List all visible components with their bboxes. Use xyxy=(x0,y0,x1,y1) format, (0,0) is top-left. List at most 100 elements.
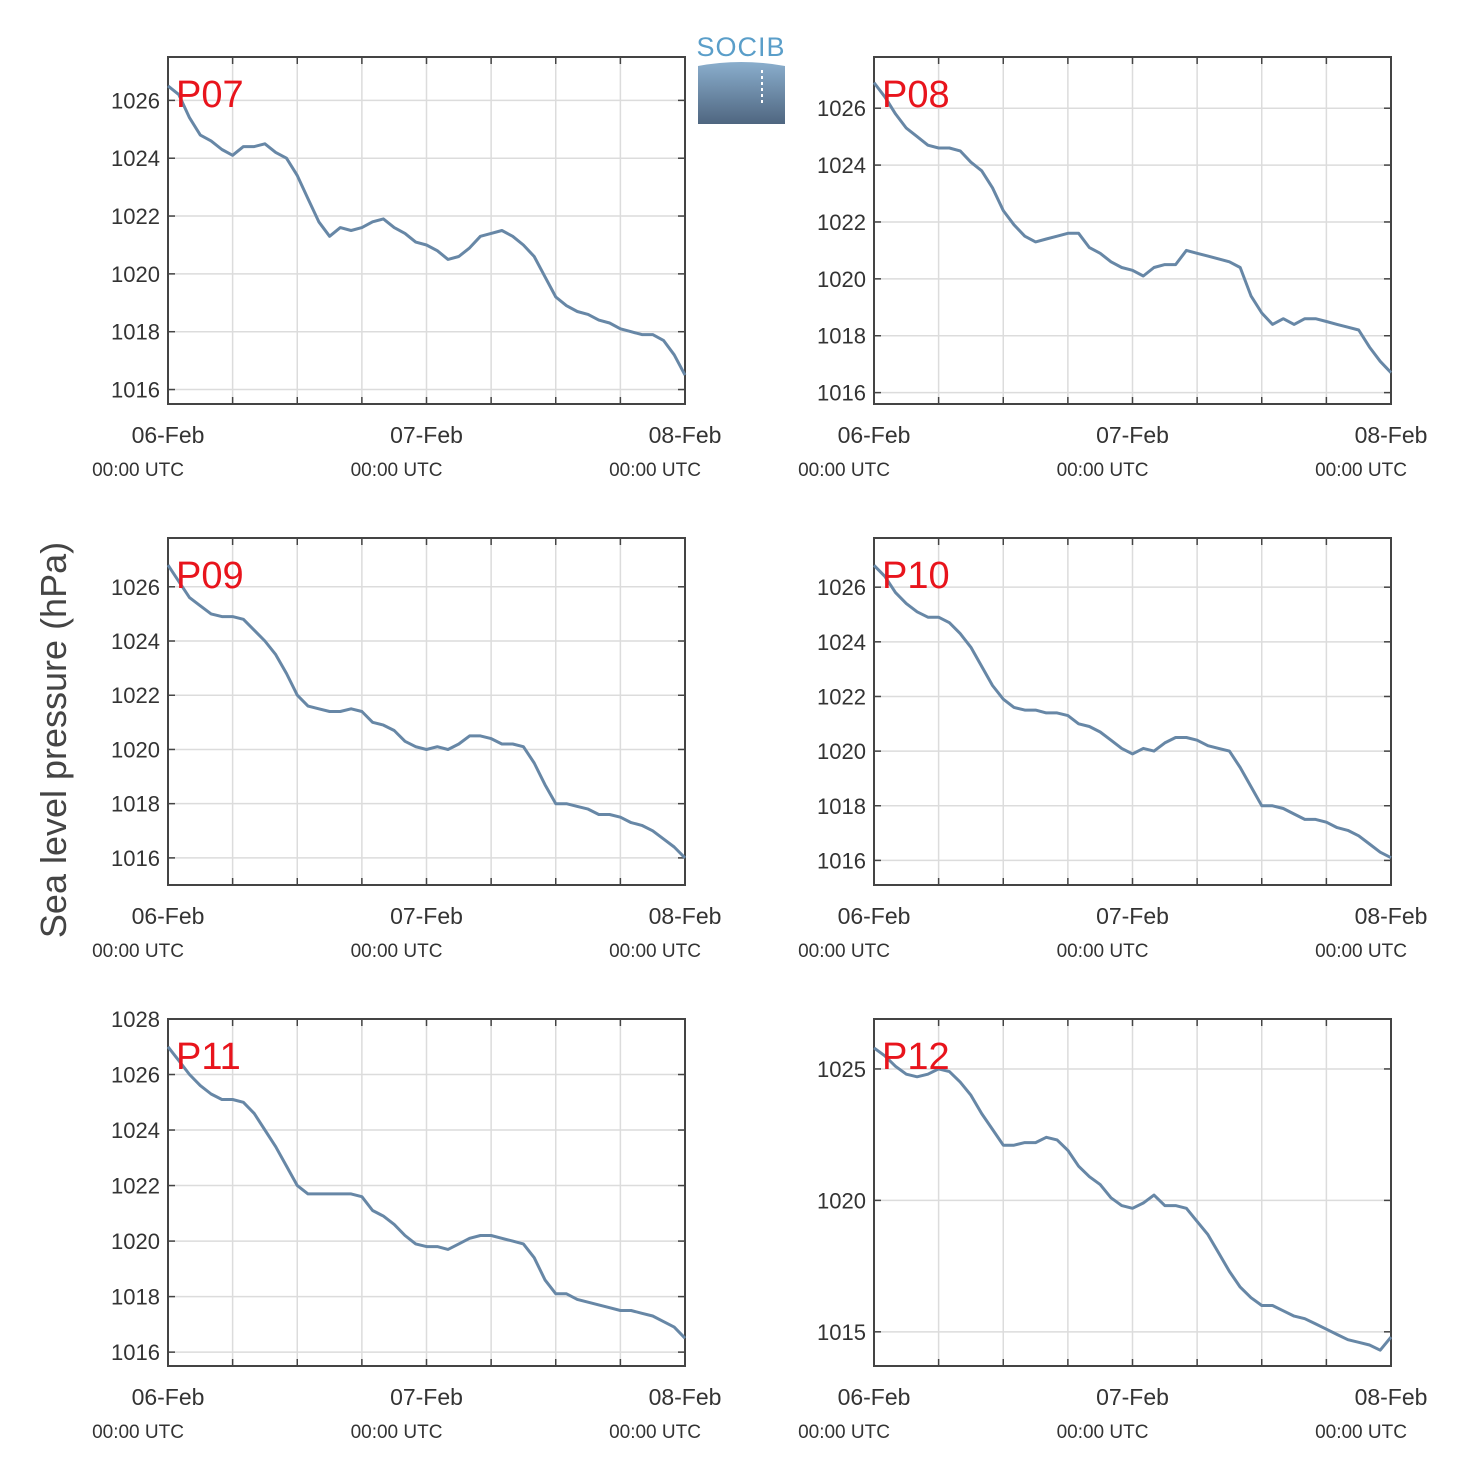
panels: 1016 1018 1020 1022 1024 1026 P07 06-Feb 00:00 U… xyxy=(92,56,1428,1443)
y-tick-label: 1016 xyxy=(817,848,866,873)
panel-p12: 1015 1020 1025 P12 06-Feb 00:00 UTC 07-Feb 00:0… xyxy=(798,1018,1428,1443)
series-line-p12 xyxy=(873,1046,1393,1352)
y-tick-label: 1028 xyxy=(111,1007,160,1032)
panel-label: P11 xyxy=(176,1036,241,1078)
x-tick-time-label: 00:00 UTC xyxy=(609,460,701,481)
logo-wave-icon xyxy=(698,62,785,124)
panel-p09: 1016 1018 1020 1022 1024 1026 P09 06-Feb 00:00 U… xyxy=(92,537,722,962)
panel-p08: 1016 1018 1020 1022 1024 1026 P08 06-Feb 00:00 U… xyxy=(798,56,1428,481)
x-tick-date-label: 08-Feb xyxy=(1355,1384,1428,1410)
y-tick-label: 1020 xyxy=(111,737,160,762)
logo-text: SOCIB xyxy=(696,32,785,62)
x-tick-date-label: 07-Feb xyxy=(1096,422,1169,448)
x-tick-time-label: 00:00 UTC xyxy=(92,460,184,481)
y-tick-label: 1020 xyxy=(111,1229,160,1254)
x-tick-time-label: 00:00 UTC xyxy=(92,1422,184,1443)
x-tick-date-label: 07-Feb xyxy=(1096,903,1169,929)
plot-frame xyxy=(167,537,686,886)
y-tick-label: 1020 xyxy=(817,739,866,764)
series-line-p08 xyxy=(872,81,1393,374)
panel-p10: 1016 1018 1020 1022 1024 1026 P10 06-Feb 00:00 U… xyxy=(798,537,1428,962)
x-tick-date-label: 06-Feb xyxy=(838,1384,911,1410)
y-tick-label: 1024 xyxy=(817,153,866,178)
y-tick-label: 1026 xyxy=(111,1063,160,1088)
x-tick-date-label: 08-Feb xyxy=(649,422,722,448)
y-tick-label: 1024 xyxy=(111,1118,160,1143)
y-tick-label: 1016 xyxy=(111,378,160,403)
x-tick-date-label: 07-Feb xyxy=(390,422,463,448)
x-tick-date-label: 07-Feb xyxy=(390,903,463,929)
plot-frame xyxy=(167,56,686,405)
y-tick-label: 1020 xyxy=(817,1188,866,1213)
x-tick-date-label: 07-Feb xyxy=(1096,1384,1169,1410)
y-tick-label: 1016 xyxy=(111,1340,160,1365)
y-tick-label: 1018 xyxy=(111,1285,160,1310)
y-tick-label: 1026 xyxy=(817,575,866,600)
y-tick-label: 1024 xyxy=(111,146,160,171)
x-tick-time-label: 00:00 UTC xyxy=(798,1422,890,1443)
x-tick-time-label: 00:00 UTC xyxy=(1315,1422,1407,1443)
y-tick-label: 1026 xyxy=(817,96,866,121)
y-tick-label: 1018 xyxy=(817,324,866,349)
y-axis-label: Sea level pressure (hPa) xyxy=(33,542,74,938)
y-tick-label: 1026 xyxy=(111,88,160,113)
series-line-p11 xyxy=(166,1045,687,1340)
series-line-p10 xyxy=(872,564,1392,860)
x-tick-date-label: 08-Feb xyxy=(649,903,722,929)
panel-label: P09 xyxy=(176,555,244,597)
y-tick-label: 1020 xyxy=(111,262,160,287)
series-line-p09 xyxy=(166,564,687,859)
y-tick-label: 1022 xyxy=(111,204,160,229)
socib-logo: SOCIB xyxy=(696,32,785,124)
panel-p11: 1016 1018 1020 1022 1024 1026 1028 P11 06-Feb 00:… xyxy=(92,1007,721,1443)
y-tick-label: 1024 xyxy=(817,630,866,655)
panel-label: P10 xyxy=(882,555,950,597)
x-tick-date-label: 08-Feb xyxy=(1355,903,1428,929)
x-tick-time-label: 00:00 UTC xyxy=(798,460,890,481)
x-tick-date-label: 06-Feb xyxy=(132,422,205,448)
x-tick-date-label: 06-Feb xyxy=(838,422,911,448)
plot-frame xyxy=(167,1018,686,1367)
y-tick-label: 1026 xyxy=(111,575,160,600)
y-tick-label: 1018 xyxy=(111,320,160,345)
x-tick-time-label: 00:00 UTC xyxy=(1057,1422,1149,1443)
x-tick-date-label: 06-Feb xyxy=(132,1384,205,1410)
y-tick-label: 1025 xyxy=(817,1057,866,1082)
series-line-p07 xyxy=(167,84,687,376)
y-tick-label: 1015 xyxy=(817,1320,866,1345)
plot-frame xyxy=(873,537,1392,886)
y-tick-label: 1018 xyxy=(111,792,160,817)
x-tick-time-label: 00:00 UTC xyxy=(351,1422,443,1443)
x-tick-time-label: 00:00 UTC xyxy=(1315,941,1407,962)
y-tick-label: 1022 xyxy=(817,210,866,235)
x-tick-time-label: 00:00 UTC xyxy=(351,941,443,962)
y-tick-label: 1022 xyxy=(111,1174,160,1199)
x-tick-time-label: 00:00 UTC xyxy=(1315,460,1407,481)
plot-frame xyxy=(873,56,1392,405)
x-tick-time-label: 00:00 UTC xyxy=(609,941,701,962)
x-tick-date-label: 06-Feb xyxy=(838,903,911,929)
x-tick-date-label: 06-Feb xyxy=(132,903,205,929)
x-tick-time-label: 00:00 UTC xyxy=(92,941,184,962)
x-tick-time-label: 00:00 UTC xyxy=(1057,460,1149,481)
x-tick-date-label: 08-Feb xyxy=(649,1384,722,1410)
panel-label: P12 xyxy=(882,1036,950,1078)
y-tick-label: 1024 xyxy=(111,629,160,654)
y-tick-label: 1022 xyxy=(111,683,160,708)
panel-p07: 1016 1018 1020 1022 1024 1026 P07 06-Feb 00:00 U… xyxy=(92,56,722,481)
y-tick-label: 1016 xyxy=(111,846,160,871)
panel-label: P08 xyxy=(882,74,950,116)
panel-label: P07 xyxy=(176,74,244,116)
x-tick-time-label: 00:00 UTC xyxy=(798,941,890,962)
y-tick-label: 1020 xyxy=(817,267,866,292)
plot-frame xyxy=(873,1018,1392,1367)
x-tick-time-label: 00:00 UTC xyxy=(1057,941,1149,962)
x-tick-time-label: 00:00 UTC xyxy=(351,460,443,481)
x-tick-time-label: 00:00 UTC xyxy=(609,1422,701,1443)
y-tick-label: 1018 xyxy=(817,794,866,819)
y-tick-label: 1016 xyxy=(817,381,866,406)
x-tick-date-label: 08-Feb xyxy=(1355,422,1428,448)
y-tick-label: 1022 xyxy=(817,684,866,709)
x-tick-date-label: 07-Feb xyxy=(390,1384,463,1410)
